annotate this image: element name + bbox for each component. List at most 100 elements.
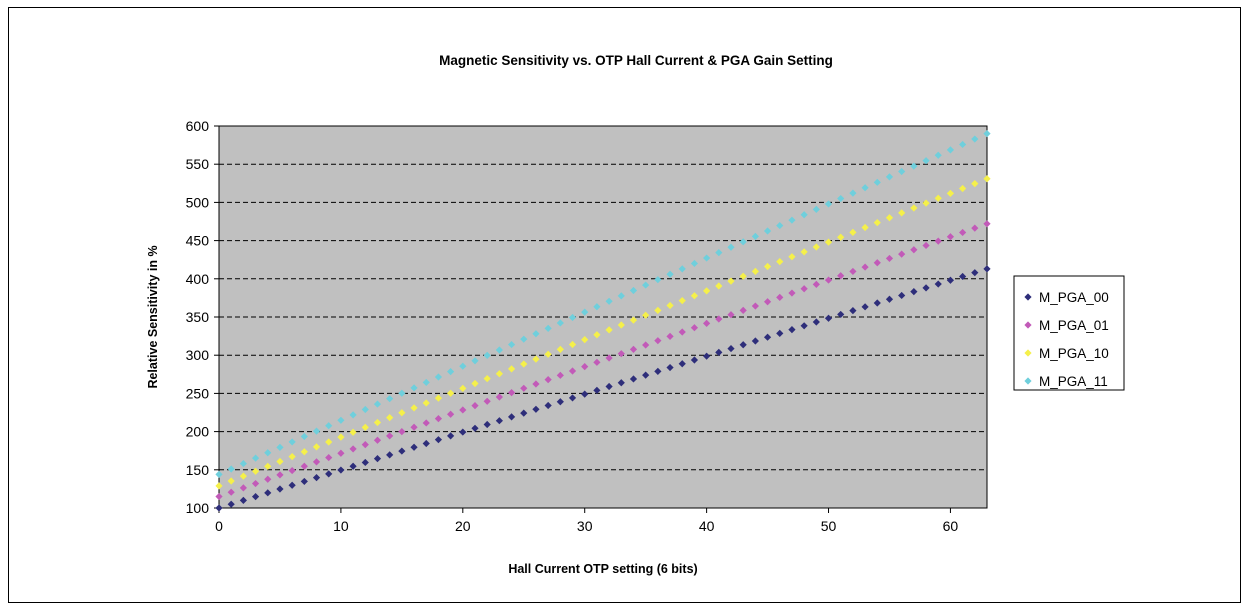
data-point — [703, 319, 711, 327]
data-point — [678, 265, 686, 273]
data-point — [349, 462, 357, 470]
data-point — [361, 423, 369, 431]
data-point — [934, 237, 942, 245]
data-point — [434, 394, 443, 402]
data-point — [471, 424, 479, 432]
data-point — [800, 322, 808, 330]
data-point — [373, 455, 382, 463]
y-tick-label: 250 — [186, 385, 210, 401]
data-point — [605, 326, 613, 334]
data-point — [544, 376, 552, 384]
data-point — [471, 357, 479, 365]
data-point — [776, 293, 784, 301]
data-point — [251, 454, 260, 462]
data-point — [532, 330, 540, 338]
y-tick-label: 500 — [186, 194, 210, 210]
data-point — [642, 371, 650, 379]
data-point — [642, 311, 650, 319]
data-point — [251, 467, 260, 475]
data-point — [690, 292, 699, 300]
data-point — [666, 363, 674, 372]
data-point — [300, 448, 308, 456]
data-point — [727, 344, 735, 353]
data-point — [300, 432, 308, 441]
data-point — [556, 371, 564, 379]
data-point — [239, 472, 247, 480]
data-point — [239, 484, 247, 492]
data-point — [605, 297, 613, 305]
data-point — [581, 390, 589, 398]
data-point — [459, 384, 467, 392]
data-point — [824, 314, 833, 322]
data-point — [434, 373, 443, 381]
data-point — [727, 311, 735, 319]
data-point — [568, 313, 577, 322]
data-point — [507, 389, 516, 397]
data-point — [568, 394, 577, 402]
data-point — [215, 470, 223, 478]
data-point — [885, 173, 894, 181]
x-tick-label: 50 — [821, 518, 837, 534]
series-M_PGA_10 — [215, 175, 991, 490]
x-tick-label: 30 — [577, 518, 593, 534]
x-tick-label: 10 — [333, 518, 349, 534]
data-point — [885, 214, 894, 222]
x-tick-label: 40 — [699, 518, 715, 534]
data-point — [788, 325, 796, 334]
data-point — [337, 416, 345, 424]
data-point — [654, 276, 662, 284]
data-point — [410, 384, 418, 392]
data-point — [544, 401, 552, 410]
data-point — [337, 433, 345, 441]
data-point — [264, 462, 272, 470]
data-point — [959, 184, 967, 193]
data-point — [800, 211, 808, 219]
data-point — [861, 184, 869, 192]
data-point — [642, 281, 650, 289]
data-point — [922, 199, 930, 207]
data-point — [251, 493, 260, 501]
data-point — [849, 228, 857, 236]
data-point — [264, 475, 272, 483]
data-point — [898, 291, 906, 300]
y-tick-label: 400 — [186, 271, 210, 287]
legend-box — [1013, 275, 1125, 391]
data-point — [910, 162, 918, 170]
data-point — [922, 241, 930, 250]
data-point — [495, 393, 503, 401]
y-tick-labels: 100 150 200 250 300 350 400 450 500 550 600 — [186, 118, 210, 516]
data-point — [532, 355, 540, 363]
chart-frame: Magnetic Sensitivity vs. OTP Hall Curren… — [8, 7, 1241, 603]
data-point — [629, 375, 638, 383]
data-point — [568, 340, 577, 349]
y-tick-label: 150 — [186, 462, 210, 478]
data-point — [361, 458, 369, 467]
data-point — [959, 140, 967, 149]
data-point — [459, 362, 467, 370]
data-point — [556, 345, 564, 353]
data-point — [946, 146, 955, 154]
data-point — [751, 232, 759, 241]
data-point — [910, 204, 918, 212]
x-tick-label: 0 — [215, 518, 223, 534]
data-point — [654, 337, 662, 345]
data-point — [971, 224, 979, 232]
data-point — [495, 417, 503, 425]
data-point — [788, 253, 796, 261]
legend-label: M_PGA_01 — [1039, 318, 1109, 333]
data-point — [824, 200, 833, 208]
data-point — [690, 356, 699, 364]
data-point — [837, 272, 845, 280]
y-tick-label: 100 — [186, 500, 210, 516]
data-point — [483, 420, 491, 429]
data-point — [264, 449, 272, 457]
data-point — [837, 310, 845, 319]
data-point — [507, 340, 516, 349]
data-point — [837, 233, 845, 241]
data-point — [934, 280, 942, 288]
data-point — [386, 451, 394, 459]
data-point — [654, 367, 662, 375]
data-point — [239, 459, 247, 468]
data-point — [812, 243, 820, 251]
data-point — [447, 368, 455, 376]
